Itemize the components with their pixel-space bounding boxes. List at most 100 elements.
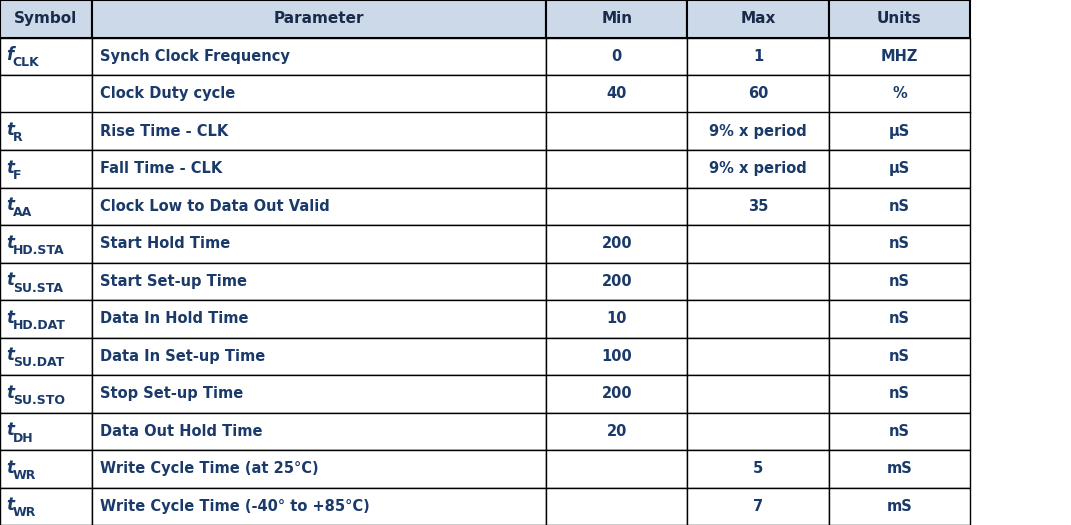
Bar [688, 450, 829, 488]
Bar [92, 300, 546, 338]
Bar [688, 37, 829, 75]
Text: t: t [6, 121, 14, 139]
Text: WR: WR [13, 469, 36, 482]
Text: Stop Set-up Time: Stop Set-up Time [100, 386, 243, 401]
Text: Clock Duty cycle: Clock Duty cycle [100, 86, 236, 101]
Text: HD.DAT: HD.DAT [13, 319, 65, 332]
Bar [688, 413, 829, 450]
Text: t: t [6, 384, 14, 402]
Bar [829, 413, 970, 450]
Text: F: F [13, 169, 21, 182]
Bar [0, 450, 92, 488]
Bar [546, 262, 688, 300]
Bar [92, 338, 546, 375]
Bar [546, 300, 688, 338]
Text: mS: mS [887, 461, 912, 476]
Bar [92, 37, 546, 75]
Text: 60: 60 [748, 86, 768, 101]
Bar [546, 0, 688, 37]
Bar [829, 262, 970, 300]
Text: Parameter: Parameter [274, 11, 364, 26]
Bar [546, 75, 688, 112]
Text: MHZ: MHZ [880, 49, 918, 64]
Text: R: R [13, 131, 22, 144]
Text: SU.DAT: SU.DAT [13, 356, 64, 370]
Bar [0, 488, 92, 525]
Text: Start Set-up Time: Start Set-up Time [100, 274, 247, 289]
Text: 20: 20 [606, 424, 627, 439]
Text: Rise Time - CLK: Rise Time - CLK [100, 124, 228, 139]
Text: Units: Units [877, 11, 922, 26]
Bar [92, 112, 546, 150]
Bar [92, 450, 546, 488]
Text: μS: μS [889, 161, 910, 176]
Text: μS: μS [889, 124, 910, 139]
Text: Fall Time - CLK: Fall Time - CLK [100, 161, 222, 176]
Bar [829, 300, 970, 338]
Bar [688, 112, 829, 150]
Bar [546, 187, 688, 225]
Text: t: t [6, 234, 14, 251]
Text: nS: nS [889, 349, 910, 364]
Bar [546, 225, 688, 262]
Bar [829, 75, 970, 112]
Bar [0, 375, 92, 413]
Bar [92, 413, 546, 450]
Bar [829, 450, 970, 488]
Bar [0, 75, 92, 112]
Text: Write Cycle Time (-40° to +85°C): Write Cycle Time (-40° to +85°C) [100, 499, 369, 514]
Bar [92, 262, 546, 300]
Text: Min: Min [601, 11, 632, 26]
Text: 200: 200 [602, 386, 632, 401]
Text: Symbol: Symbol [14, 11, 77, 26]
Bar [829, 187, 970, 225]
Bar [0, 225, 92, 262]
Text: Data In Set-up Time: Data In Set-up Time [100, 349, 266, 364]
Text: SU.STO: SU.STO [13, 394, 64, 407]
Text: nS: nS [889, 199, 910, 214]
Bar [92, 75, 546, 112]
Bar [546, 112, 688, 150]
Bar [546, 37, 688, 75]
Text: nS: nS [889, 236, 910, 251]
Text: 9% x period: 9% x period [709, 161, 806, 176]
Bar [829, 375, 970, 413]
Text: Data Out Hold Time: Data Out Hold Time [100, 424, 262, 439]
Bar [0, 112, 92, 150]
Bar [546, 338, 688, 375]
Text: 0: 0 [612, 49, 622, 64]
Bar [92, 375, 546, 413]
Bar [688, 488, 829, 525]
Text: SU.STA: SU.STA [13, 281, 63, 295]
Bar [688, 338, 829, 375]
Text: nS: nS [889, 274, 910, 289]
Text: Data In Hold Time: Data In Hold Time [100, 311, 248, 326]
Bar [0, 300, 92, 338]
Bar [688, 0, 829, 37]
Text: nS: nS [889, 311, 910, 326]
Bar [688, 300, 829, 338]
Bar [546, 488, 688, 525]
Text: mS: mS [887, 499, 912, 514]
Text: t: t [6, 459, 14, 477]
Text: 200: 200 [602, 236, 632, 251]
Bar [829, 150, 970, 187]
Text: nS: nS [889, 386, 910, 401]
Text: f: f [6, 46, 13, 64]
Bar [0, 0, 92, 37]
Text: 5: 5 [753, 461, 764, 476]
Bar [546, 375, 688, 413]
Bar [92, 150, 546, 187]
Text: 1: 1 [753, 49, 764, 64]
Bar [546, 413, 688, 450]
Bar [829, 0, 970, 37]
Bar [0, 150, 92, 187]
Text: %: % [892, 86, 907, 101]
Text: Synch Clock Frequency: Synch Clock Frequency [100, 49, 290, 64]
Text: Clock Low to Data Out Valid: Clock Low to Data Out Valid [100, 199, 330, 214]
Text: 7: 7 [753, 499, 764, 514]
Bar [0, 37, 92, 75]
Bar [92, 187, 546, 225]
Text: t: t [6, 271, 14, 289]
Bar [688, 225, 829, 262]
